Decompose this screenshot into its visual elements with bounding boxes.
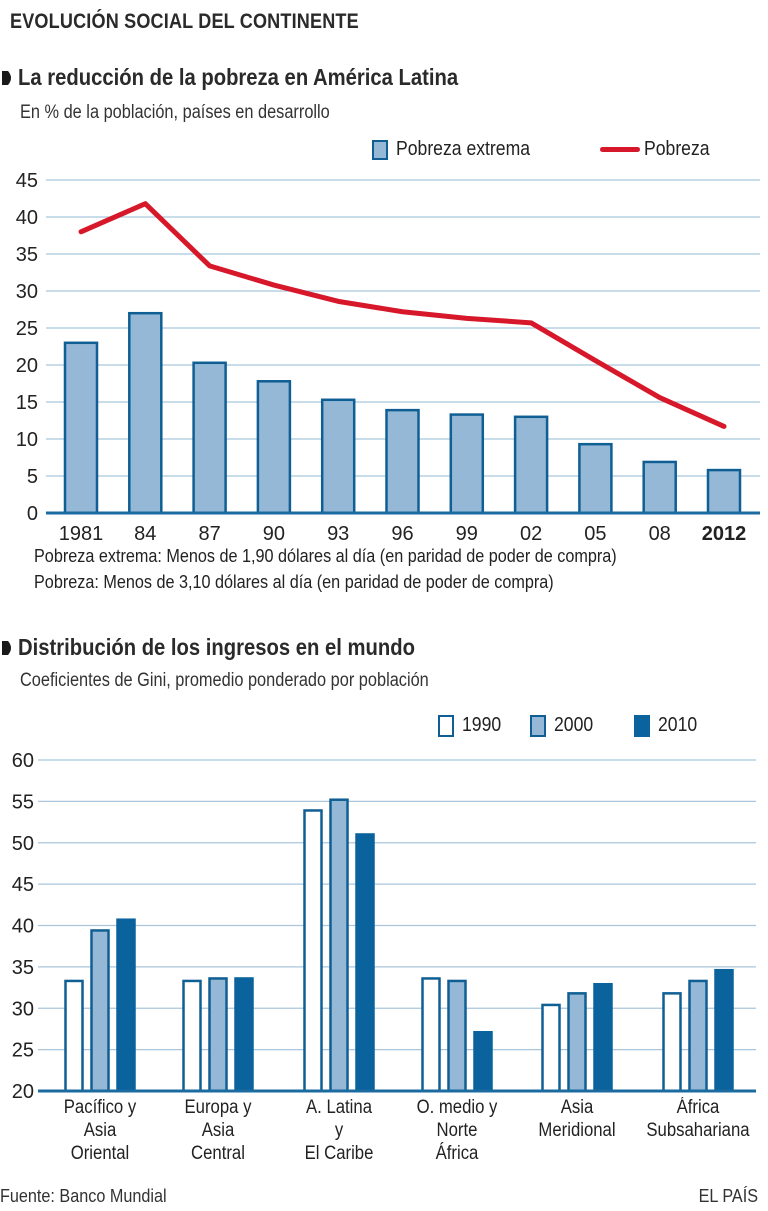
legend-pobreza: Pobreza bbox=[600, 138, 719, 161]
x-tick-label: 2012 bbox=[702, 523, 747, 545]
bar-2010 bbox=[355, 833, 375, 1093]
chart1-note-extrema: Pobreza extrema: Menos de 1,90 dólares a… bbox=[34, 546, 617, 566]
y-tick-label: 35 bbox=[12, 957, 34, 979]
x-category-label: Europa y Asia Central bbox=[184, 1097, 252, 1164]
y-tick-label: 30 bbox=[12, 998, 34, 1020]
chart2-subtitle: Coeficientes de Gini, promedio ponderado… bbox=[20, 670, 429, 691]
x-tick-label: 02 bbox=[520, 523, 542, 545]
y-tick-label: 20 bbox=[16, 355, 38, 377]
x-tick-label: 90 bbox=[263, 523, 285, 545]
y-tick-label: 30 bbox=[16, 281, 38, 303]
bar-pobreza-extrema bbox=[63, 341, 99, 515]
bar-pobreza-extrema bbox=[513, 415, 549, 515]
legend-label: 2010 bbox=[658, 714, 698, 736]
legend-label: 1990 bbox=[462, 714, 502, 736]
x-tick-label: 99 bbox=[456, 523, 478, 545]
bar-1990 bbox=[421, 977, 441, 1093]
legend-swatch-1990-icon bbox=[438, 714, 454, 737]
bar-pobreza-extrema bbox=[385, 408, 420, 515]
bar-pobreza-extrema bbox=[706, 468, 742, 515]
bar-2000 bbox=[688, 979, 708, 1093]
legend-swatch-2000-icon bbox=[530, 714, 546, 737]
y-tick-label: 15 bbox=[16, 392, 38, 414]
x-tick-label: 05 bbox=[584, 523, 606, 545]
y-tick-label: 40 bbox=[12, 916, 34, 938]
bar-pobreza-extrema bbox=[128, 311, 163, 515]
bar-2010 bbox=[234, 977, 254, 1093]
y-tick-label: 60 bbox=[12, 750, 34, 772]
y-tick-label: 45 bbox=[16, 170, 38, 192]
legend-line-swatch-icon bbox=[600, 147, 640, 152]
bar-pobreza-extrema bbox=[578, 442, 613, 515]
chart1-title: La reducción de la pobreza en América La… bbox=[18, 64, 459, 90]
y-tick-label: 55 bbox=[12, 791, 34, 813]
x-category-label: O. medio y Norte África bbox=[416, 1097, 498, 1164]
bar-1990 bbox=[541, 1003, 561, 1093]
source-text: Fuente: Banco Mundial bbox=[0, 1186, 167, 1206]
x-category-label: África Subsahariana bbox=[646, 1097, 750, 1141]
bar-2000 bbox=[329, 798, 349, 1093]
y-tick-label: 25 bbox=[16, 318, 38, 340]
legend-pobreza-extrema: Pobreza extrema bbox=[372, 138, 548, 161]
bar-1990 bbox=[182, 979, 202, 1093]
y-tick-label: 35 bbox=[16, 244, 38, 266]
bar-pobreza-extrema bbox=[642, 460, 677, 515]
bar-2010 bbox=[473, 1030, 493, 1093]
x-tick-label: 1981 bbox=[59, 523, 104, 545]
y-tick-label: 0 bbox=[27, 503, 38, 525]
bar-2010 bbox=[714, 968, 734, 1093]
y-tick-label: 20 bbox=[12, 1081, 34, 1100]
section-bullet-icon bbox=[2, 71, 11, 85]
chart1-subtitle: En % de la población, países en desarrol… bbox=[20, 102, 330, 123]
x-category-label: Pacífico y Asia Oriental bbox=[63, 1097, 137, 1164]
bar-2000 bbox=[567, 992, 587, 1093]
bar-pobreza-extrema bbox=[320, 398, 356, 515]
legend-2000: 2000 bbox=[530, 714, 599, 737]
chart2-title: Distribución de los ingresos en el mundo bbox=[18, 634, 415, 660]
bar-1990 bbox=[662, 992, 682, 1093]
x-tick-label: 87 bbox=[198, 523, 220, 545]
y-tick-label: 50 bbox=[12, 833, 34, 855]
legend-label: 2000 bbox=[554, 714, 594, 736]
x-tick-label: 08 bbox=[649, 523, 671, 545]
legend-bar-swatch-icon bbox=[372, 139, 388, 160]
legend-label: Pobreza bbox=[644, 138, 710, 160]
bar-1990 bbox=[303, 809, 323, 1093]
chart2-plot: 20 25 30 35 40 45 50 55 60 bbox=[12, 750, 756, 1100]
section-bullet-icon bbox=[2, 641, 11, 655]
legend-swatch-2010-icon bbox=[634, 714, 650, 737]
y-tick-label: 45 bbox=[12, 874, 34, 896]
y-tick-label: 40 bbox=[16, 207, 38, 229]
bar-2010 bbox=[116, 918, 136, 1093]
bar-2000 bbox=[447, 979, 467, 1093]
legend-2010: 2010 bbox=[634, 714, 703, 737]
main-title: EVOLUCIÓN SOCIAL DEL CONTINENTE bbox=[10, 10, 359, 33]
chart1-note-pobreza: Pobreza: Menos de 3,10 dólares al día (e… bbox=[34, 572, 554, 592]
x-tick-label: 96 bbox=[391, 523, 413, 545]
x-category-label: A. Latina y El Caribe bbox=[304, 1097, 374, 1164]
bar-pobreza-extrema bbox=[449, 413, 485, 515]
x-tick-label: 93 bbox=[327, 523, 349, 545]
bar-2010 bbox=[593, 983, 613, 1093]
bar-2000 bbox=[208, 977, 228, 1093]
legend-1990: 1990 bbox=[438, 714, 507, 737]
bar-2000 bbox=[90, 929, 110, 1093]
bar-1990 bbox=[64, 979, 84, 1093]
bar-pobreza-extrema bbox=[192, 361, 227, 515]
x-category-label: Asia Meridional bbox=[538, 1097, 616, 1141]
x-tick-label: 84 bbox=[134, 523, 156, 545]
y-tick-label: 10 bbox=[16, 429, 38, 451]
legend-label: Pobreza extrema bbox=[396, 138, 531, 160]
y-tick-label: 5 bbox=[27, 466, 38, 488]
y-tick-label: 25 bbox=[12, 1040, 34, 1062]
bar-pobreza-extrema bbox=[256, 380, 292, 515]
brand-logo-text: EL PAÍS bbox=[698, 1186, 758, 1206]
line-pobreza bbox=[78, 201, 727, 429]
